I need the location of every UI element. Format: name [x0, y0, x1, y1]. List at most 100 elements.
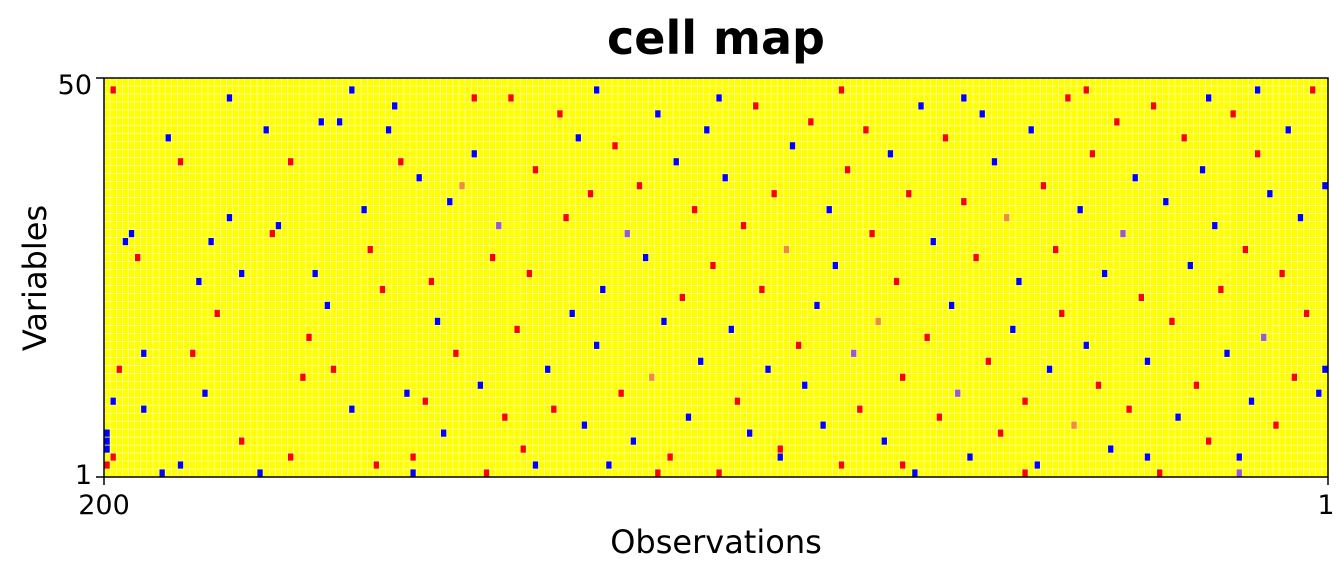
flagged-cell	[863, 126, 869, 134]
flagged-cell	[973, 253, 979, 262]
plot-border	[103, 77, 1329, 478]
flagged-cell	[257, 469, 263, 477]
flagged-cell	[630, 437, 637, 445]
flagged-cell	[208, 238, 214, 246]
flagged-cell	[685, 413, 692, 421]
flagged-cell	[655, 110, 661, 118]
y-axis-label: Variables	[16, 205, 54, 351]
flagged-cell	[832, 261, 838, 270]
flagged-cell	[1083, 341, 1089, 349]
flagged-cell	[471, 150, 477, 158]
flagged-cell	[416, 174, 422, 182]
flagged-cell	[912, 469, 918, 477]
flagged-cell	[263, 126, 269, 134]
flagged-cell	[459, 182, 465, 190]
flagged-cell	[716, 469, 722, 477]
flagged-cell	[612, 142, 618, 150]
flagged-cell	[991, 158, 998, 166]
flagged-cell	[783, 245, 790, 254]
flagged-cell	[1285, 126, 1291, 134]
flagged-cell	[722, 174, 728, 182]
flagged-cell	[1224, 349, 1230, 357]
flagged-cell	[453, 349, 459, 357]
flagged-cell	[1095, 381, 1102, 389]
flagged-cell	[532, 166, 539, 174]
flagged-cell	[428, 277, 435, 286]
flagged-cell	[1279, 269, 1285, 278]
flagged-cell	[1065, 94, 1071, 102]
flagged-cell	[1187, 261, 1193, 270]
plot-area	[96, 77, 1329, 485]
flagged-cell	[838, 86, 845, 94]
flagged-cell	[116, 365, 122, 373]
flagged-cell	[514, 325, 520, 333]
flagged-cell	[1132, 174, 1138, 182]
flagged-cell	[128, 230, 135, 238]
flagged-cell	[226, 214, 233, 222]
flagged-cell	[318, 118, 324, 126]
flagged-cell	[900, 461, 906, 469]
flagged-cell	[1218, 285, 1224, 294]
flagged-cell	[1022, 469, 1028, 477]
flagged-cell	[1199, 166, 1206, 174]
flagged-cell	[1175, 413, 1181, 421]
flagged-cell	[740, 222, 747, 230]
flagged-cell	[1010, 325, 1016, 333]
flagged-cell	[753, 102, 759, 110]
flagged-cell	[765, 365, 771, 373]
flagged-cell	[747, 429, 753, 437]
flagged-cell	[569, 309, 575, 317]
flagged-cell	[398, 158, 404, 166]
flagged-cell	[1157, 469, 1163, 477]
flagged-cell	[691, 206, 698, 214]
flagged-cell	[471, 94, 477, 102]
flagged-cell	[997, 429, 1004, 437]
flagged-cell	[979, 110, 985, 118]
flagged-cell	[808, 118, 814, 126]
flagged-cell	[606, 461, 612, 469]
flagged-cell	[110, 397, 116, 405]
flagged-cell	[1236, 469, 1242, 477]
flagged-cell	[447, 198, 453, 206]
flagged-cell	[1083, 86, 1089, 94]
flagged-cell	[734, 397, 741, 405]
flagged-cell	[1022, 397, 1028, 405]
flagged-cell	[1138, 293, 1144, 302]
flagged-cell	[985, 357, 991, 365]
flagged-cell	[942, 134, 949, 142]
flagged-cell	[649, 373, 655, 381]
flagged-cell	[1077, 206, 1083, 214]
flagged-cell	[930, 238, 936, 246]
flagged-cell	[367, 245, 373, 254]
flagged-cell	[336, 118, 343, 126]
flagged-cell	[1297, 214, 1304, 222]
flagged-cell	[392, 102, 398, 110]
flagged-cell	[851, 349, 857, 357]
flagged-cell	[214, 309, 220, 317]
flagged-cell	[955, 389, 961, 397]
flagged-cell	[771, 190, 777, 198]
flagged-cell	[1046, 365, 1053, 373]
flagged-cell	[1120, 230, 1126, 238]
flagged-cell	[1028, 126, 1034, 134]
flagged-cell	[496, 222, 502, 230]
flagged-cell	[759, 285, 765, 294]
flagged-cell	[551, 405, 557, 413]
flagged-cell	[330, 365, 337, 373]
flagged-cell	[1206, 437, 1212, 445]
flagged-cell	[1016, 277, 1022, 286]
flagged-cell	[404, 389, 410, 397]
flagged-cell	[1206, 94, 1212, 102]
flagged-cell	[906, 190, 912, 198]
flagged-cell	[618, 389, 624, 397]
flagged-cell	[1059, 309, 1065, 317]
flagged-cell	[1236, 453, 1242, 461]
flagged-cell	[624, 230, 630, 238]
flagged-cell	[135, 253, 141, 262]
flagged-cell	[379, 285, 386, 294]
flagged-cell	[563, 214, 569, 222]
flagged-cell	[1248, 397, 1255, 405]
flagged-cell	[422, 397, 428, 405]
flagged-cell	[489, 253, 496, 262]
chart-title: cell map	[607, 11, 825, 65]
